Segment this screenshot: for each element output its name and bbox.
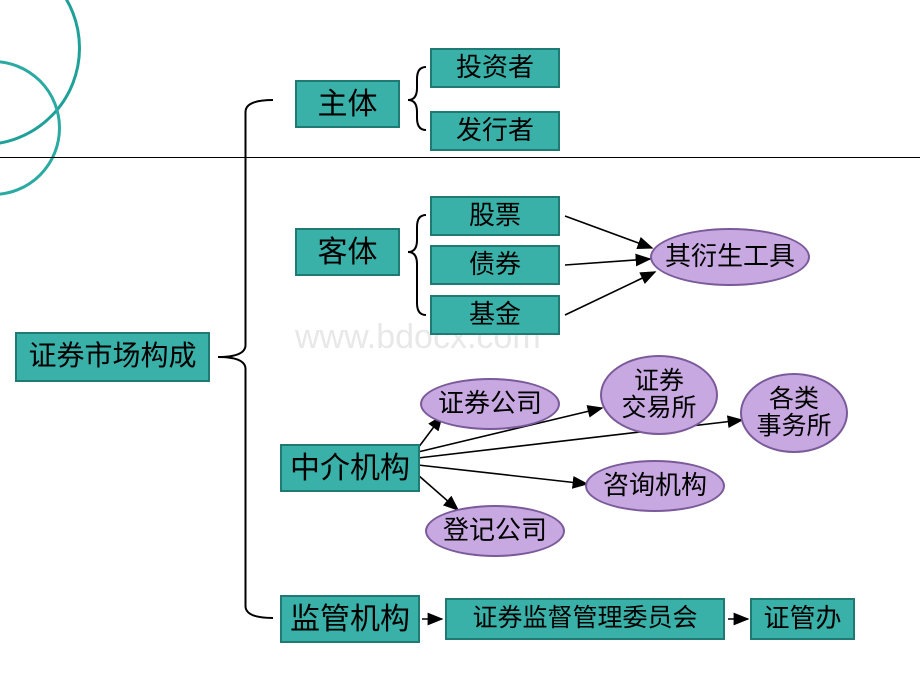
divider-line <box>0 157 920 158</box>
node-derivative: 其衍生工具 <box>650 228 810 286</box>
node-object: 客体 <box>295 228 400 276</box>
node-subject: 主体 <box>295 80 400 128</box>
node-intermediary: 中介机构 <box>280 444 420 492</box>
node-consultant: 咨询机构 <box>585 460 725 512</box>
node-regulator: 监管机构 <box>280 595 420 643</box>
node-bond: 债券 <box>430 245 560 285</box>
node-stock: 股票 <box>430 196 560 236</box>
node-issuer: 发行者 <box>430 111 560 151</box>
node-csrc_office: 证管办 <box>750 598 855 640</box>
bracket-1 <box>408 67 426 130</box>
arrow-6 <box>418 465 587 484</box>
node-fund: 基金 <box>430 295 560 335</box>
arrow-0 <box>565 216 652 248</box>
bracket-0 <box>218 100 273 618</box>
node-registrar: 登记公司 <box>425 505 565 557</box>
node-investor: 投资者 <box>430 48 560 88</box>
bracket-2 <box>408 215 426 315</box>
node-exchange: 证券 交易所 <box>600 355 718 435</box>
arrow-1 <box>565 259 650 265</box>
arrow-7 <box>418 475 458 510</box>
node-csrc: 证券监督管理委员会 <box>445 598 725 640</box>
node-root: 证券市场构成 <box>15 332 210 382</box>
node-sec_company: 证券公司 <box>420 378 560 430</box>
node-office: 各类 事务所 <box>740 373 848 453</box>
arrow-2 <box>565 272 655 315</box>
